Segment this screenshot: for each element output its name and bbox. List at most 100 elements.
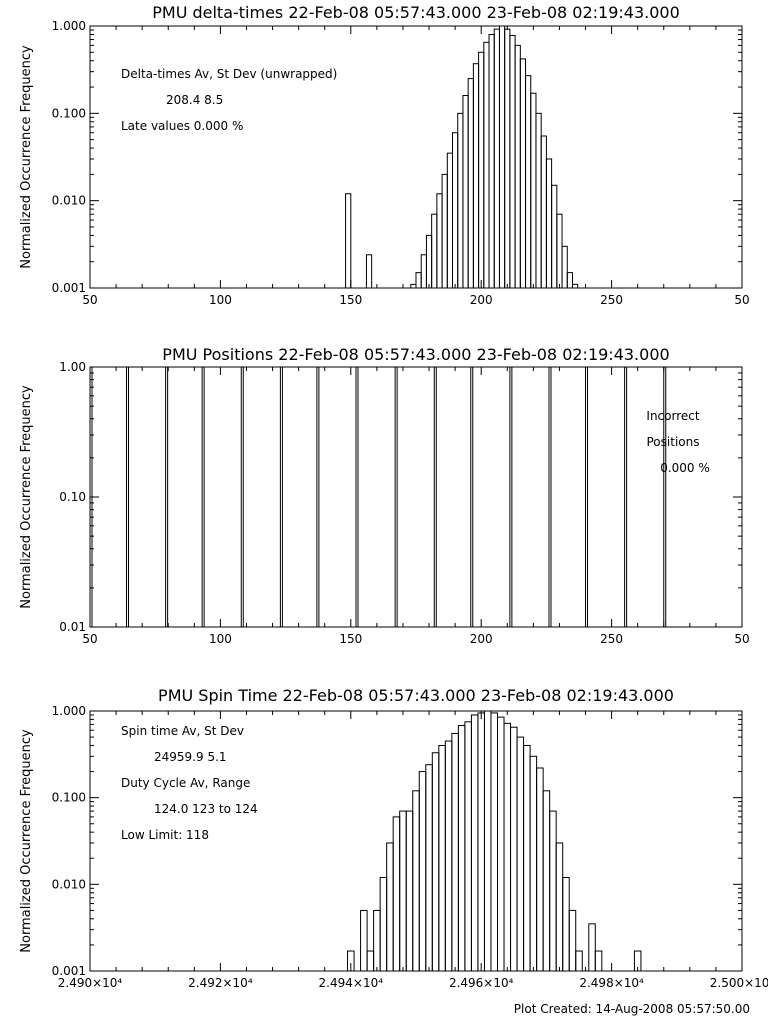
position-bar [663, 366, 667, 628]
y-axis-label: Normalized Occurrence Frequency [19, 385, 34, 609]
chart-title: PMU Positions 22-Feb-08 05:57:43.000 23-… [162, 345, 669, 364]
histogram-bin [415, 272, 422, 289]
histogram-bin [418, 771, 427, 972]
histogram-bin [431, 752, 440, 972]
histogram-bin [529, 755, 538, 972]
histogram-bin [345, 193, 352, 289]
x-tick-label: 250 [600, 632, 623, 646]
x-tick-label: 2.498×10⁴ [579, 976, 644, 990]
histogram-bin [523, 744, 531, 972]
spin-time-chart: PMU Spin Time 22-Feb-08 05:57:43.000 23-… [19, 686, 768, 990]
annotation-text: 24959.9 5.1 [154, 750, 227, 764]
y-axis-label: Normalized Occurrence Frequency [19, 729, 34, 953]
histogram-bin [588, 923, 596, 972]
histogram-bin [457, 725, 466, 972]
x-tick-label: 150 [339, 632, 362, 646]
annotation-text: 0.000 % [660, 461, 710, 475]
histogram-bin [347, 950, 355, 972]
histogram-bin [399, 810, 407, 972]
histogram-bin [464, 721, 472, 972]
histogram-bin [425, 234, 433, 289]
y-tick-label: 0.001 [52, 281, 86, 295]
histogram-bin [425, 764, 433, 972]
histogram-bin [568, 909, 577, 972]
x-tick-label: 50 [734, 293, 749, 307]
histogram-bin [493, 28, 500, 289]
x-tick-label: 2.494×10⁴ [319, 976, 384, 990]
y-tick-label: 1.000 [52, 704, 86, 718]
position-bar [394, 366, 398, 628]
x-tick-label: 100 [209, 293, 232, 307]
position-bar [240, 366, 244, 628]
y-tick-label: 0.100 [52, 791, 86, 805]
histogram-bin [483, 41, 490, 289]
histogram-bin [410, 283, 417, 289]
histogram-bin [542, 790, 551, 972]
histogram-bin [462, 95, 469, 289]
delta-times-chart: PMU delta-times 22-Feb-08 05:57:43.000 2… [19, 3, 750, 307]
histogram-bin [514, 44, 521, 289]
histogram-bin [386, 842, 394, 972]
x-tick-label: 2.490×10⁴ [58, 976, 123, 990]
position-bar [126, 366, 130, 628]
position-bar [470, 366, 474, 628]
histogram-bin [510, 726, 518, 972]
histogram-bin [535, 112, 542, 289]
position-bar [585, 366, 589, 628]
histogram-bin [457, 112, 464, 289]
position-bar [433, 366, 437, 628]
histogram-bin [405, 810, 414, 972]
histogram-bin [373, 909, 381, 972]
x-tick-label: 50 [82, 293, 97, 307]
histogram-bin [444, 740, 453, 972]
plot-created-footer: Plot Created: 14-Aug-2008 05:57:50.00 [514, 1002, 750, 1016]
y-tick-label: 1.00 [59, 360, 86, 374]
histogram-bin [562, 876, 570, 972]
positions-chart: PMU Positions 22-Feb-08 05:57:43.000 23-… [19, 345, 750, 646]
histogram-bin [545, 158, 553, 289]
histogram-bin [478, 51, 485, 289]
position-bar [165, 366, 169, 628]
x-tick-label: 2.492×10⁴ [188, 976, 253, 990]
x-tick-label: 2.496×10⁴ [449, 976, 514, 990]
histogram-bin [536, 767, 544, 972]
position-bar [316, 366, 320, 628]
histogram-bin [561, 245, 568, 289]
histogram-bin [379, 876, 388, 972]
annotation-text: 124.0 123 to 124 [154, 802, 258, 816]
y-tick-label: 0.01 [59, 620, 86, 634]
annotation-text: 208.4 8.5 [166, 93, 223, 107]
histogram-bin [571, 283, 579, 289]
x-tick-label: 100 [209, 632, 232, 646]
histogram-bin [594, 950, 603, 972]
histogram-bin [452, 132, 459, 289]
histogram-bin [540, 135, 547, 289]
histogram-bin [438, 744, 446, 972]
x-tick-label: 150 [339, 293, 362, 307]
x-tick-label: 50 [82, 632, 97, 646]
plot-frame [89, 25, 743, 289]
histogram-bin [446, 152, 454, 289]
position-bar [548, 366, 552, 628]
histogram-bin [549, 810, 557, 972]
y-tick-label: 1.000 [52, 19, 86, 33]
x-tick-label: 2.500×10⁴ [710, 976, 768, 990]
histogram-bin [566, 272, 573, 289]
y-tick-label: 0.010 [52, 194, 86, 208]
y-tick-label: 0.001 [52, 964, 86, 978]
histogram-bin [509, 34, 516, 289]
histogram-bin [467, 78, 474, 289]
chart-title: PMU delta-times 22-Feb-08 05:57:43.000 2… [152, 3, 680, 22]
position-bar [89, 366, 93, 628]
histogram-bin [436, 193, 443, 289]
histogram-bin [392, 816, 401, 972]
x-tick-label: 50 [734, 632, 749, 646]
y-tick-label: 0.100 [52, 106, 86, 120]
histogram-bin [575, 950, 583, 972]
histogram-bin [551, 184, 558, 289]
histogram-bin [504, 28, 511, 289]
annotation-text: Delta-times Av, St Dev (unwrapped) [121, 67, 337, 81]
histogram-bin [441, 173, 448, 289]
position-bar [201, 366, 205, 628]
